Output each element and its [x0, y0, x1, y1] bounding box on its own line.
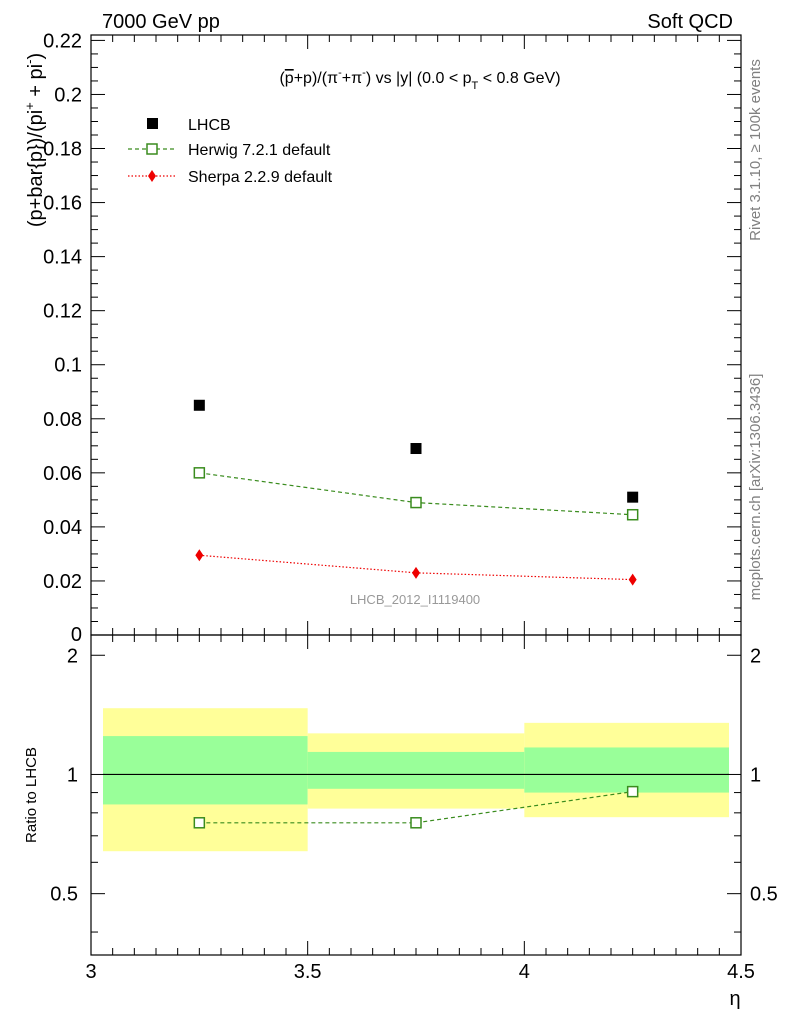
herwig-point [193, 467, 206, 479]
x-tick-label: 4 [519, 961, 530, 983]
y-tick-label: 0.02 [43, 571, 82, 593]
x-tick-label: 3.5 [294, 961, 322, 983]
x-tick-label: 3 [85, 961, 96, 983]
lhcb-point [627, 491, 639, 503]
y-tick-label: 0.2 [54, 84, 82, 106]
mcplots-label: mcplots.cern.ch [arXiv:1306.3436] [747, 374, 764, 601]
ratio-y-tick-label-right: 0.5 [750, 884, 778, 906]
ratio-y-tick-label-right: 2 [750, 645, 761, 667]
legend-lhcb-marker [147, 118, 158, 129]
herwig-point [626, 508, 639, 521]
sherpa-point [628, 573, 637, 586]
y-tick-label: 0.12 [43, 301, 82, 323]
herwig-line [199, 472, 633, 516]
y-tick-label: 0.22 [43, 30, 82, 52]
lhcb-point [410, 443, 422, 455]
legend-sherpa-label: Sherpa 2.2.9 default [188, 169, 333, 186]
y-axis-label: (p+bar{p})/(pi+ + pi-) [22, 53, 47, 227]
legend-sherpa-marker [148, 170, 156, 182]
y-tick-label: 0.16 [43, 193, 82, 215]
herwig-point [410, 496, 422, 509]
y-tick-label: 0.06 [43, 463, 82, 485]
analysis-watermark: LHCB_2012_I1119400 [350, 592, 480, 607]
ratio-y-tick-label-left: 1 [67, 764, 78, 786]
header-right: Soft QCD [647, 11, 733, 33]
ratio-herwig-point [410, 817, 422, 829]
x-tick-label: 4.5 [727, 961, 755, 983]
main-panel: 0.02 0.04 0.06 0.08 0.1 0.12 0.14 0.16 0.18 0.2 0.… [22, 30, 742, 646]
x-axis-label: η [729, 988, 740, 1010]
rivet-label: Rivet 3.1.10, ≥ 100k events [747, 59, 764, 241]
y-tick-label: 0.18 [43, 139, 82, 161]
ratio-axis-ticks: 3 3.5 4 4.5 0.5 0.5 1 1 2 2 [50, 635, 778, 983]
main-plot-area [193, 399, 639, 586]
y-tick-label: 0.1 [54, 355, 82, 377]
y-tick-label-zero: 0 [71, 624, 82, 646]
ratio-plot-area [103, 708, 729, 852]
y-tick-label: 0.04 [43, 517, 82, 539]
plot-title: (p+p)/(π-+π-) vs |y| (0.0 < pT < 0.8 GeV… [279, 67, 560, 92]
header-left: 7000 GeV pp [102, 11, 220, 33]
ratio-band-inner [524, 747, 729, 793]
y-tick-label: 0.14 [43, 247, 82, 269]
ratio-herwig-point [193, 817, 206, 829]
main-axis-ticks: 0.02 0.04 0.06 0.08 0.1 0.12 0.14 0.16 0.18 0.2 0.… [43, 30, 742, 646]
sherpa-point [412, 566, 420, 579]
ratio-y-tick-label-left: 2 [67, 645, 78, 667]
legend: LHCB Herwig 7.2.1 default Sherpa 2.2.9 d… [128, 117, 333, 186]
ratio-y-tick-label-left: 0.5 [50, 884, 78, 906]
ratio-y-axis-label: Ratio to LHCB [23, 747, 40, 843]
ratio-band-inner [103, 736, 308, 805]
legend-herwig-marker [146, 143, 158, 155]
sherpa-point [195, 549, 204, 562]
y-tick-label: 0.08 [43, 409, 82, 431]
ratio-band-inner [307, 751, 525, 789]
legend-herwig-label: Herwig 7.2.1 default [188, 142, 331, 159]
ratio-herwig-line [199, 791, 633, 824]
ratio-herwig-point [626, 785, 639, 798]
ratio-y-tick-label-right: 1 [750, 764, 761, 786]
lhcb-point [193, 399, 205, 411]
legend-lhcb-label: LHCB [188, 117, 231, 134]
ratio-panel: 3 3.5 4 4.5 0.5 0.5 1 1 2 2 Ratio to LHCB η [23, 634, 778, 1010]
